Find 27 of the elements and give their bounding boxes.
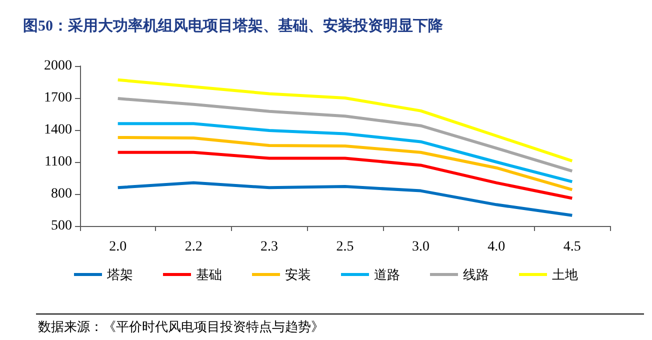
line-series <box>116 150 574 200</box>
x-tick-label: 2.5 <box>336 240 354 254</box>
y-tick-label: 2000 <box>44 58 72 74</box>
line-series <box>116 78 574 162</box>
legend-label: 塔架 <box>106 267 133 282</box>
source-note: 数据来源：《平价时代风电项目投资特点与趋势》 <box>38 319 324 334</box>
legend-label: 安装 <box>285 267 311 282</box>
x-tick-label: 2.0 <box>109 240 127 254</box>
legend-label: 道路 <box>374 267 400 282</box>
y-tick-label: 1400 <box>44 122 72 138</box>
line-series <box>116 122 574 184</box>
line-series <box>116 97 574 173</box>
y-tick-label: 500 <box>51 218 72 234</box>
x-tick-label: 3.0 <box>412 240 430 254</box>
legend-label: 线路 <box>463 267 489 282</box>
x-tick-label: 2.2 <box>184 240 202 254</box>
chart-title: 图50：采用大功率机组风电项目塔架、基础、安装投资明显下降 <box>23 16 444 34</box>
legend-label: 基础 <box>196 267 222 282</box>
x-tick-label: 4.0 <box>488 240 506 254</box>
y-tick-label: 800 <box>51 186 72 202</box>
legend-label: 土地 <box>552 267 578 282</box>
x-tick-label: 2.3 <box>260 240 278 254</box>
line-series <box>116 181 574 217</box>
y-tick-label: 1100 <box>44 154 72 170</box>
y-tick-label: 1700 <box>44 90 72 106</box>
line-series <box>116 136 574 192</box>
x-tick-label: 4.5 <box>563 240 581 254</box>
